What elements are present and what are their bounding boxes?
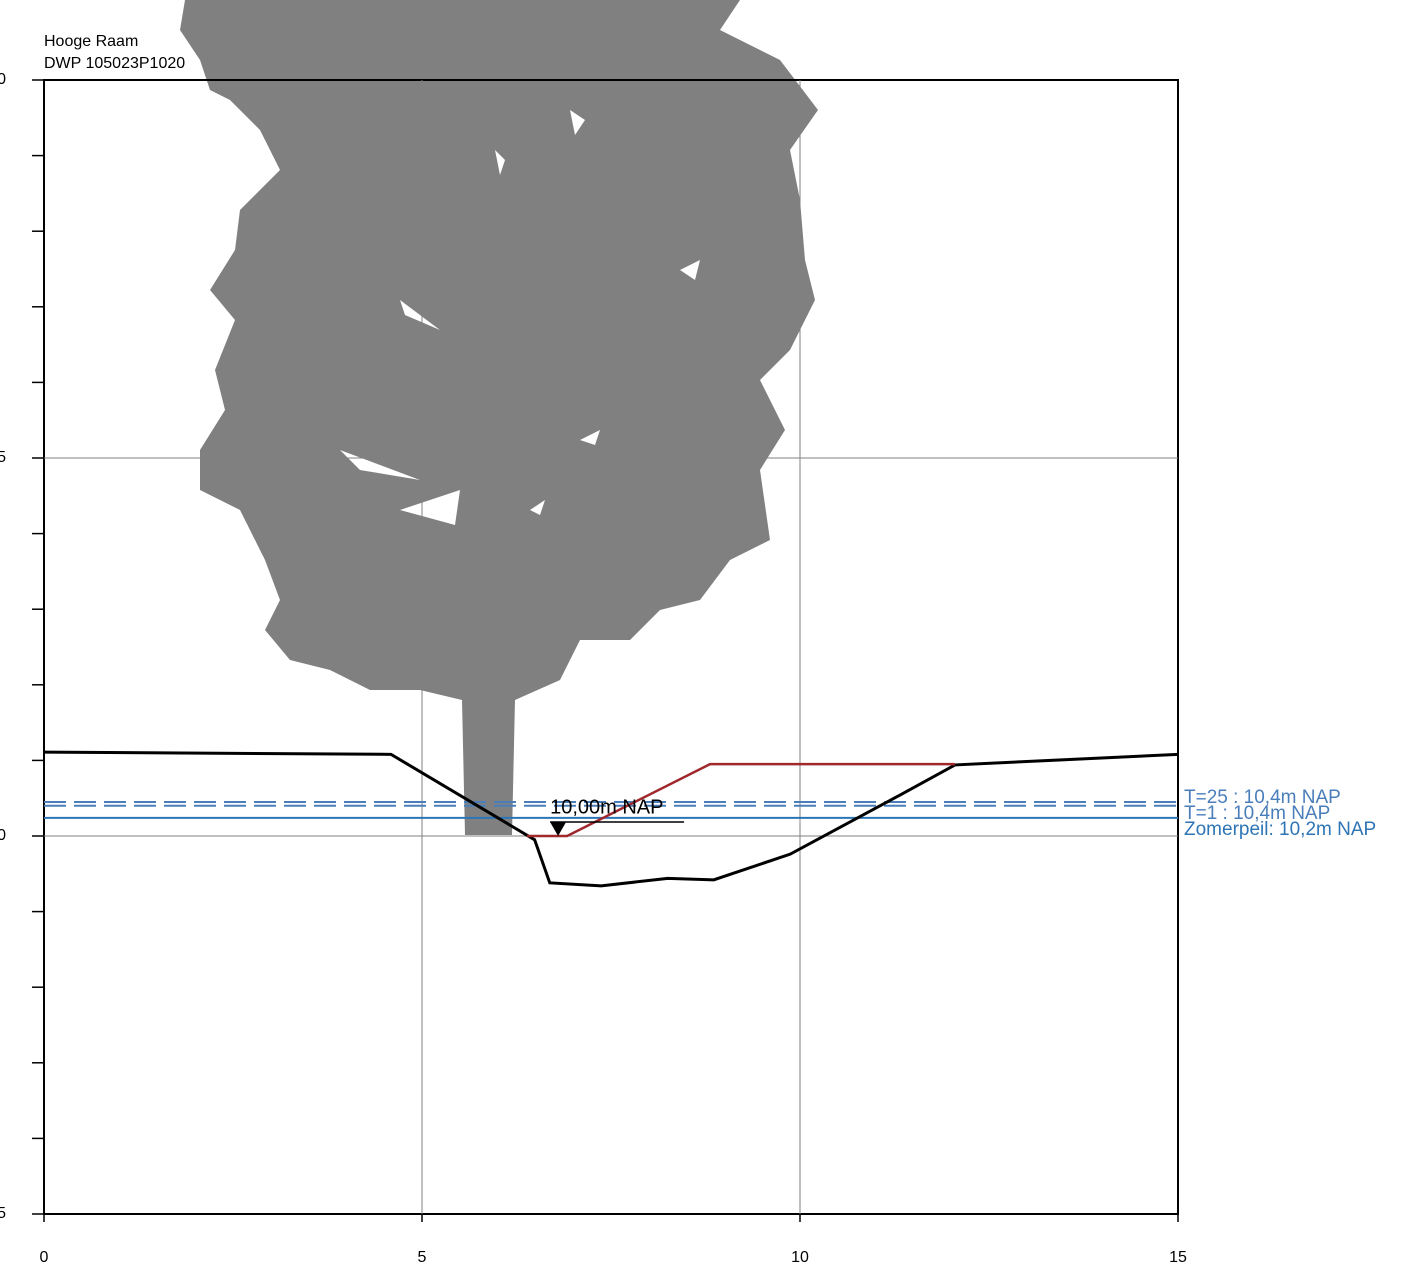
chart-subtitle: DWP 105023P1020 [44, 55, 185, 72]
profile-line [527, 762, 955, 838]
chart-title: Hooge Raam [44, 33, 138, 50]
water-level-label: T=25 : 10,4m NAP [1184, 787, 1341, 808]
y-tick-label: 10 [0, 71, 6, 88]
water-level-label: Zomerpeil: 10,2m NAP [1184, 819, 1376, 840]
y-tick-label: 0 [0, 827, 6, 844]
y-tick-label: 5 [0, 449, 6, 466]
level-marker [550, 822, 567, 836]
x-tick-label: 15 [1169, 1249, 1187, 1266]
y-tick-label: -5 [0, 1205, 6, 1222]
water-level-label: T=1 : 10,4m NAP [1184, 803, 1330, 824]
x-tick-label: 0 [40, 1249, 49, 1266]
x-tick-label: 10 [791, 1249, 809, 1266]
profile-line [43, 750, 1179, 888]
x-tick-label: 5 [418, 1249, 427, 1266]
level-label: 10,00m NAP [550, 796, 663, 818]
tree-silhouette [180, 0, 818, 835]
plot-frame [43, 79, 1179, 1215]
